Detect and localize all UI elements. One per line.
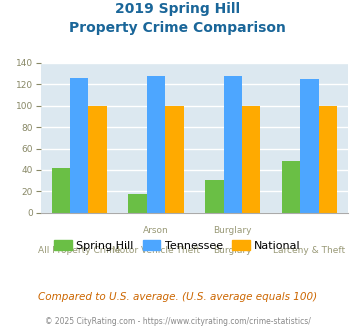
Bar <box>319 106 337 213</box>
Bar <box>147 76 165 213</box>
Bar <box>282 161 300 213</box>
Bar <box>205 180 224 213</box>
Text: Burglary: Burglary <box>213 226 252 235</box>
Bar <box>129 193 147 213</box>
Bar <box>300 79 319 213</box>
Text: Property Crime Comparison: Property Crime Comparison <box>69 21 286 35</box>
Text: Motor Vehicle Theft: Motor Vehicle Theft <box>112 246 200 255</box>
Bar <box>224 76 242 213</box>
Bar <box>70 78 88 213</box>
Legend: Spring Hill, Tennessee, National: Spring Hill, Tennessee, National <box>50 236 305 255</box>
Text: All Property Crime: All Property Crime <box>38 246 120 255</box>
Text: Larceny & Theft: Larceny & Theft <box>273 246 345 255</box>
Text: 2019 Spring Hill: 2019 Spring Hill <box>115 2 240 16</box>
Bar <box>88 106 107 213</box>
Text: © 2025 CityRating.com - https://www.cityrating.com/crime-statistics/: © 2025 CityRating.com - https://www.city… <box>45 317 310 326</box>
Bar <box>242 106 260 213</box>
Text: Burglary: Burglary <box>213 246 252 255</box>
Bar <box>165 106 184 213</box>
Text: Arson: Arson <box>143 226 169 235</box>
Text: Compared to U.S. average. (U.S. average equals 100): Compared to U.S. average. (U.S. average … <box>38 292 317 302</box>
Bar <box>51 168 70 213</box>
